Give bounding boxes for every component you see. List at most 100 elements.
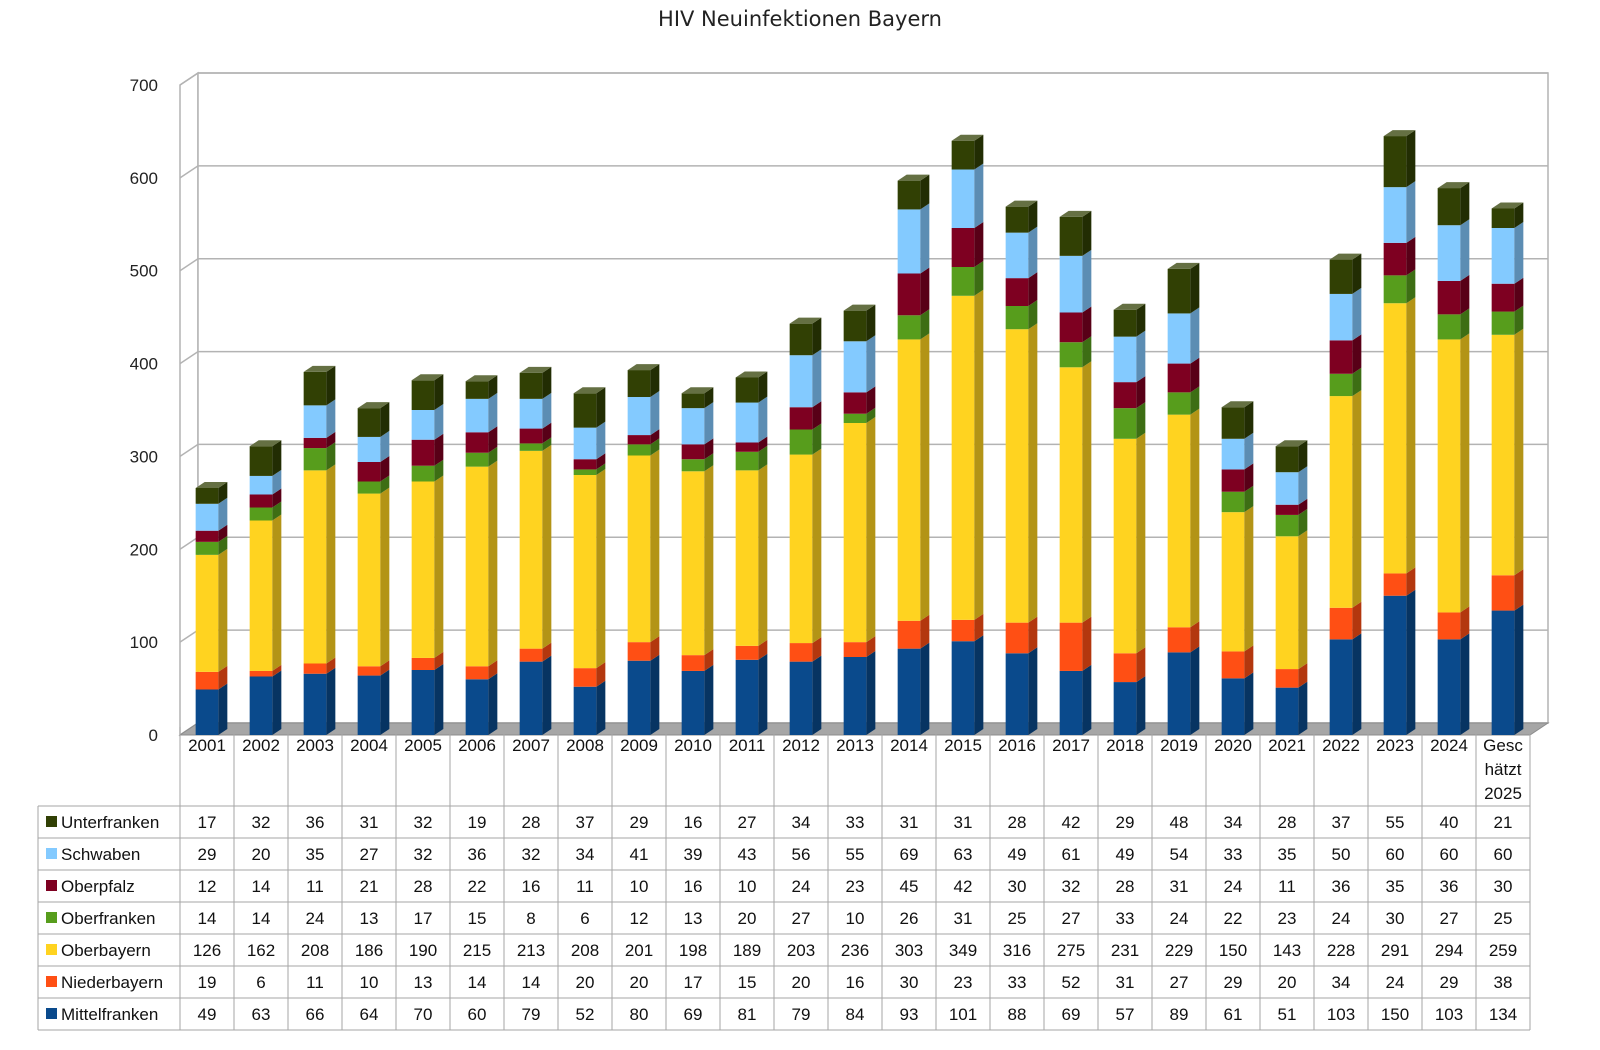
bar-segment-side [434, 475, 444, 658]
data-label: 61 [1224, 1005, 1243, 1024]
data-label: 14 [198, 909, 217, 928]
bar-segment [735, 442, 759, 452]
bar-top [1005, 200, 1038, 207]
legend-swatch [46, 816, 57, 827]
bar-segment [1491, 575, 1515, 611]
bar-segment-side [704, 649, 714, 671]
data-label: 150 [1381, 1005, 1409, 1024]
data-label: 57 [1116, 1005, 1135, 1024]
data-label: 43 [738, 845, 757, 864]
bar-segment-side [1298, 663, 1308, 688]
bar-segment-side [596, 469, 606, 669]
bar-segment [627, 444, 651, 456]
data-label: 24 [1386, 973, 1405, 992]
bar-segment [303, 437, 327, 449]
data-label: 20 [792, 973, 811, 992]
bar-segment [789, 429, 813, 455]
bar-segment-side [1460, 219, 1470, 281]
data-label: 103 [1327, 1005, 1355, 1024]
bar-segment [681, 459, 705, 472]
data-label: 21 [360, 877, 379, 896]
bar-segment-side [380, 475, 390, 494]
data-label: 81 [738, 1005, 757, 1024]
bar-stack [843, 304, 876, 735]
bar-segment-side [1298, 508, 1308, 537]
data-label: 42 [1062, 813, 1081, 832]
category-label: 2022 [1322, 736, 1360, 755]
bar-segment-side [1082, 664, 1092, 735]
data-label: 36 [1440, 877, 1459, 896]
category-label: 2013 [836, 736, 874, 755]
data-label: 12 [198, 877, 217, 896]
bar-segment-side [812, 317, 822, 356]
bar-segment-side [218, 524, 228, 542]
bar-segment [1437, 639, 1461, 735]
bar-segment [627, 660, 651, 735]
bar-segment-side [1460, 274, 1470, 315]
data-label: 24 [1170, 909, 1189, 928]
data-label: 29 [630, 813, 649, 832]
data-label: 38 [1494, 973, 1513, 992]
bar-segment [1329, 607, 1353, 640]
bar-segment [1059, 342, 1083, 368]
bar-segment [465, 432, 489, 453]
category-label: 2009 [620, 736, 658, 755]
data-label: 33 [1008, 973, 1027, 992]
data-label: 34 [576, 845, 595, 864]
bar-segment [627, 642, 651, 661]
data-label: 13 [684, 909, 703, 928]
bar-segment-side [1298, 440, 1308, 473]
bar-segment-side [650, 438, 660, 456]
bar-segment [249, 494, 273, 508]
bar-segment [1059, 255, 1083, 313]
y-tick-label: 700 [130, 76, 158, 95]
legend-label: Unterfranken [61, 813, 159, 832]
bar-segment [1275, 669, 1299, 688]
bar-segment [1329, 373, 1353, 397]
bar-segment [303, 405, 327, 438]
bar-segment-side [1190, 646, 1200, 735]
bar-segment-side [866, 386, 876, 414]
bar-segment-side [488, 392, 498, 433]
bar-segment [249, 676, 273, 735]
bar-segment-side [596, 387, 606, 428]
bar-segment-side [1244, 645, 1254, 679]
bar-segment [249, 670, 273, 677]
bar-segment [573, 427, 597, 460]
bar-segment-side [596, 421, 606, 460]
bar-segment [1383, 187, 1407, 243]
data-label: 29 [198, 845, 217, 864]
data-label: 24 [306, 909, 325, 928]
bar-top [627, 364, 660, 371]
bar-segment-side [488, 460, 498, 667]
bar-segment-side [434, 459, 444, 482]
bar-segment [303, 371, 327, 406]
bar-segment [195, 488, 219, 504]
bar-stack [681, 387, 714, 735]
legend-swatch [46, 976, 57, 987]
data-label: 36 [468, 845, 487, 864]
bar-top [357, 402, 390, 409]
data-label: 19 [198, 973, 217, 992]
bar-segment-side [1028, 226, 1038, 279]
bar-segment-side [1136, 676, 1146, 735]
data-label: 15 [468, 909, 487, 928]
data-label: 37 [1332, 813, 1351, 832]
bar-segment-side [488, 660, 498, 680]
bar-segment [303, 448, 327, 471]
plot-area: 0 100 200 300 400 500 600 700 [130, 71, 1550, 745]
bar-stack [1383, 130, 1416, 735]
bar-segment-side [1514, 569, 1524, 611]
bar-segment-side [974, 261, 984, 296]
data-label: 63 [954, 845, 973, 864]
legend-label: Oberfranken [61, 909, 156, 928]
bar-segment [1437, 188, 1461, 226]
data-label: 48 [1170, 813, 1189, 832]
bar-segment-side [488, 375, 498, 399]
category-label: 2002 [242, 736, 280, 755]
bar-segment [1275, 536, 1299, 670]
bar-segment [465, 381, 489, 399]
bar-segment-side [542, 392, 552, 429]
bar-top [1221, 401, 1254, 408]
legend-swatch [46, 848, 57, 859]
